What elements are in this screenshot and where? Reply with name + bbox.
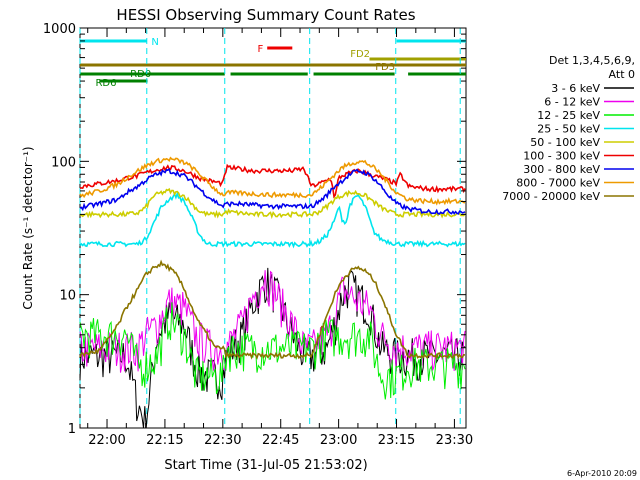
series-line [79, 156, 466, 206]
series-line [79, 259, 466, 360]
x-tick-label: 22:45 [262, 433, 299, 448]
flag-label-f: F [258, 44, 264, 55]
y-tick-label: 1000 [43, 22, 76, 37]
x-axis-label: Start Time (31-Jul-05 21:53:02) [164, 458, 367, 473]
x-tick-label: 23:00 [320, 433, 357, 448]
flag-label-fd3: FD3 [375, 62, 395, 73]
series-line [79, 163, 466, 199]
legend-detectors: Det 1,3,4,5,6,9, [549, 54, 635, 67]
y-tick-label: 100 [51, 155, 76, 170]
legend-label: 300 - 800 keV [523, 163, 600, 176]
axes: 22:00 22:15 22:30 22:45 23:00 23:15 23:30 1 10 10… [43, 22, 473, 448]
y-tick-label: 10 [59, 289, 76, 304]
series-line [79, 191, 466, 249]
series-line [79, 302, 466, 400]
x-tick-label: 22:30 [204, 433, 241, 448]
legend-label: 800 - 7000 keV [516, 177, 600, 190]
legend-label: 50 - 100 keV [530, 136, 600, 149]
x-tick-label: 22:00 [88, 433, 125, 448]
flag-label-fd2: FD2 [350, 49, 370, 60]
flag-label-rd0: RD0 [130, 69, 151, 80]
legend-attenuator: Att 0 [609, 68, 635, 81]
flag-label-rd6: RD6 [95, 78, 116, 89]
legend-label: 7000 - 20000 keV [502, 190, 600, 203]
x-tick-label: 23:30 [436, 433, 473, 448]
series-layer [79, 156, 466, 429]
legend-label: 3 - 6 keV [551, 82, 600, 95]
flags-layer: N F FD2 FD3 RD0 RD6 [80, 37, 466, 89]
flag-label-n: N [151, 37, 158, 48]
x-tick-label: 23:15 [378, 433, 415, 448]
x-tick-label: 22:15 [146, 433, 183, 448]
y-axis-label: Count Rate (s⁻¹ detector⁻¹) [21, 146, 35, 309]
legend-label: 25 - 50 keV [537, 123, 600, 136]
series-line [79, 187, 466, 220]
legend-label: 12 - 25 keV [537, 109, 600, 122]
series-line [79, 167, 466, 215]
date-stamp: 6-Apr-2010 20:09 [567, 469, 637, 478]
legend-label: 100 - 300 keV [523, 150, 600, 163]
saa-lines [79, 28, 461, 428]
chart-title: HESSI Observing Summary Count Rates [116, 6, 415, 24]
y-tick-label: 1 [68, 422, 76, 437]
legend-label: 6 - 12 keV [544, 96, 600, 109]
